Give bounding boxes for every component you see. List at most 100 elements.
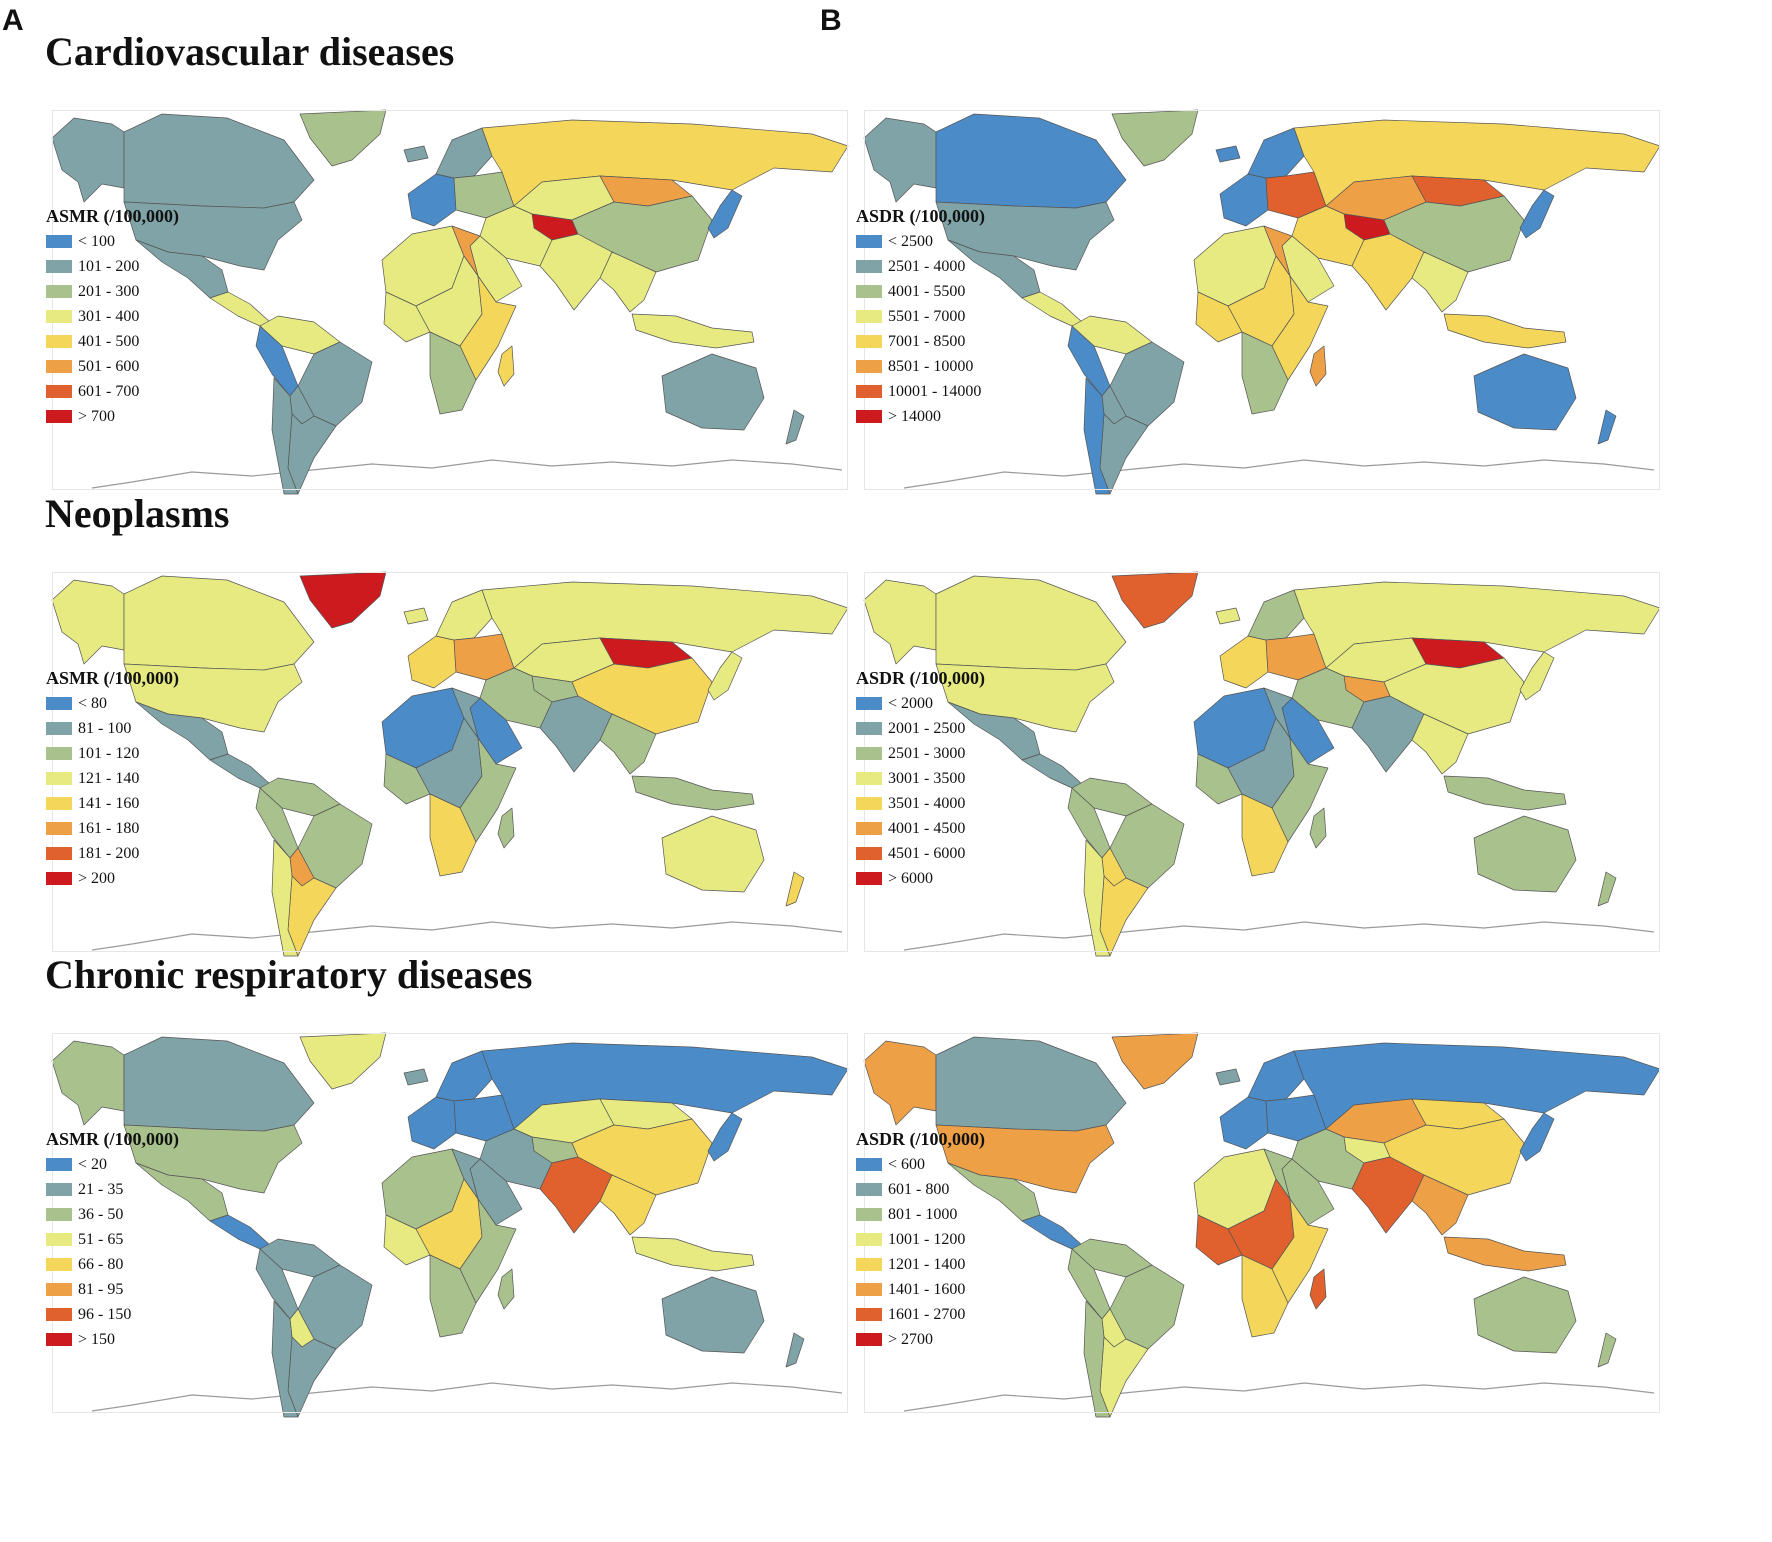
legend-swatch bbox=[856, 1283, 882, 1296]
region-scandinavia bbox=[435, 1050, 493, 1102]
legend-swatch bbox=[856, 260, 882, 273]
legend-title: ASMR (/100,000) bbox=[46, 206, 179, 226]
region-west-africa bbox=[1195, 753, 1243, 805]
panel-letter-a: A bbox=[2, 4, 24, 37]
region-alaska bbox=[51, 117, 125, 203]
region-southeast-asia bbox=[599, 713, 657, 775]
world-map bbox=[863, 571, 1661, 957]
section-title-respiratory: Chronic respiratory diseases bbox=[45, 952, 533, 997]
region-antarctica bbox=[903, 1382, 1655, 1412]
legend-item: 161 - 180 bbox=[46, 816, 246, 841]
legend-swatch bbox=[46, 1233, 72, 1246]
map-frame bbox=[864, 1033, 1660, 1413]
legend-label: > 2700 bbox=[888, 1330, 934, 1348]
region-east-africa bbox=[459, 737, 517, 843]
region-australia bbox=[1473, 353, 1577, 431]
region-egypt bbox=[451, 687, 481, 739]
legend-swatch bbox=[856, 410, 882, 423]
region-west-africa bbox=[383, 291, 431, 343]
legend-swatch bbox=[46, 1308, 72, 1321]
region-southeast-asia bbox=[1411, 713, 1469, 775]
legend-swatch bbox=[46, 1283, 72, 1296]
legend-title: ASDR (/100,000) bbox=[856, 668, 985, 688]
legend-item: 1601 - 2700 bbox=[856, 1302, 1056, 1327]
legend-swatch bbox=[856, 1158, 882, 1171]
legend-swatch bbox=[46, 697, 72, 710]
map-frame bbox=[52, 572, 848, 952]
region-iceland bbox=[1215, 1068, 1241, 1086]
world-map bbox=[863, 109, 1661, 495]
legend-swatch bbox=[856, 285, 882, 298]
legend-item: < 600 bbox=[856, 1152, 1056, 1177]
region-egypt bbox=[451, 1148, 481, 1200]
legend-item: 21 - 35 bbox=[46, 1177, 246, 1202]
region-greenland bbox=[1111, 109, 1199, 167]
legend-swatch bbox=[46, 747, 72, 760]
legend-item: 4001 - 5500 bbox=[856, 279, 1056, 304]
legend-label: < 2000 bbox=[888, 694, 934, 712]
legend-item: 2501 - 3000 bbox=[856, 741, 1056, 766]
legend-label: 1401 - 1600 bbox=[888, 1280, 966, 1298]
region-canada bbox=[123, 575, 315, 671]
legend-item: 1201 - 1400 bbox=[856, 1252, 1056, 1277]
legend-item: 501 - 600 bbox=[46, 354, 246, 379]
region-southern-africa bbox=[429, 1254, 477, 1338]
legend-label: 4001 - 4500 bbox=[888, 819, 966, 837]
legend-label: 1201 - 1400 bbox=[888, 1255, 966, 1273]
legend-swatch bbox=[856, 385, 882, 398]
map-frame bbox=[864, 110, 1660, 490]
region-australia bbox=[1473, 1276, 1577, 1354]
section-title-cardiovascular: Cardiovascular diseases bbox=[45, 29, 455, 74]
region-argentina bbox=[287, 413, 337, 495]
legend-label: > 200 bbox=[78, 869, 116, 887]
world-map bbox=[863, 1032, 1661, 1418]
region-iceland bbox=[403, 607, 429, 625]
region-southern-africa bbox=[429, 793, 477, 877]
legend-label: 201 - 300 bbox=[78, 282, 140, 300]
legend-item: 101 - 120 bbox=[46, 741, 246, 766]
legend-item: > 6000 bbox=[856, 866, 1056, 891]
world-map-svg bbox=[863, 571, 1661, 957]
region-japan bbox=[1519, 651, 1555, 701]
region-japan bbox=[1519, 1112, 1555, 1162]
region-indonesia bbox=[631, 1236, 755, 1272]
legend-label: < 600 bbox=[888, 1155, 926, 1173]
legend-item: 181 - 200 bbox=[46, 841, 246, 866]
region-southern-africa bbox=[429, 331, 477, 415]
legend-item: > 200 bbox=[46, 866, 246, 891]
world-map bbox=[51, 571, 849, 957]
region-western-europe bbox=[407, 1096, 457, 1150]
legend-label: 3001 - 3500 bbox=[888, 769, 966, 787]
world-map-svg bbox=[863, 109, 1661, 495]
legend-swatch bbox=[856, 697, 882, 710]
legend-label: < 80 bbox=[78, 694, 108, 712]
legend-item: 96 - 150 bbox=[46, 1302, 246, 1327]
legend-label: 301 - 400 bbox=[78, 307, 140, 325]
legend-label: 36 - 50 bbox=[78, 1205, 124, 1223]
legend-swatch bbox=[856, 1183, 882, 1196]
region-western-europe bbox=[407, 173, 457, 227]
legend-title: ASMR (/100,000) bbox=[46, 668, 179, 688]
legend-swatch bbox=[46, 385, 72, 398]
legend-label: 81 - 95 bbox=[78, 1280, 124, 1298]
legend-swatch bbox=[856, 235, 882, 248]
region-japan bbox=[707, 189, 743, 239]
legend-swatch bbox=[856, 1308, 882, 1321]
legend-swatch bbox=[46, 1158, 72, 1171]
region-indonesia bbox=[1443, 313, 1567, 349]
region-indonesia bbox=[1443, 775, 1567, 811]
legend-item: < 2500 bbox=[856, 229, 1056, 254]
legend-item: > 700 bbox=[46, 404, 246, 429]
region-australia bbox=[661, 815, 765, 893]
world-map-svg bbox=[51, 571, 849, 957]
region-new-zealand bbox=[785, 1332, 805, 1368]
region-indonesia bbox=[1443, 1236, 1567, 1272]
legend-label: 2501 - 4000 bbox=[888, 257, 966, 275]
region-east-africa bbox=[459, 1198, 517, 1304]
legend-label: < 2500 bbox=[888, 232, 934, 250]
legend-item: 8501 - 10000 bbox=[856, 354, 1056, 379]
legend-item: 36 - 50 bbox=[46, 1202, 246, 1227]
world-map-svg bbox=[51, 1032, 849, 1418]
legend-item: 51 - 65 bbox=[46, 1227, 246, 1252]
legend-item: 2501 - 4000 bbox=[856, 254, 1056, 279]
